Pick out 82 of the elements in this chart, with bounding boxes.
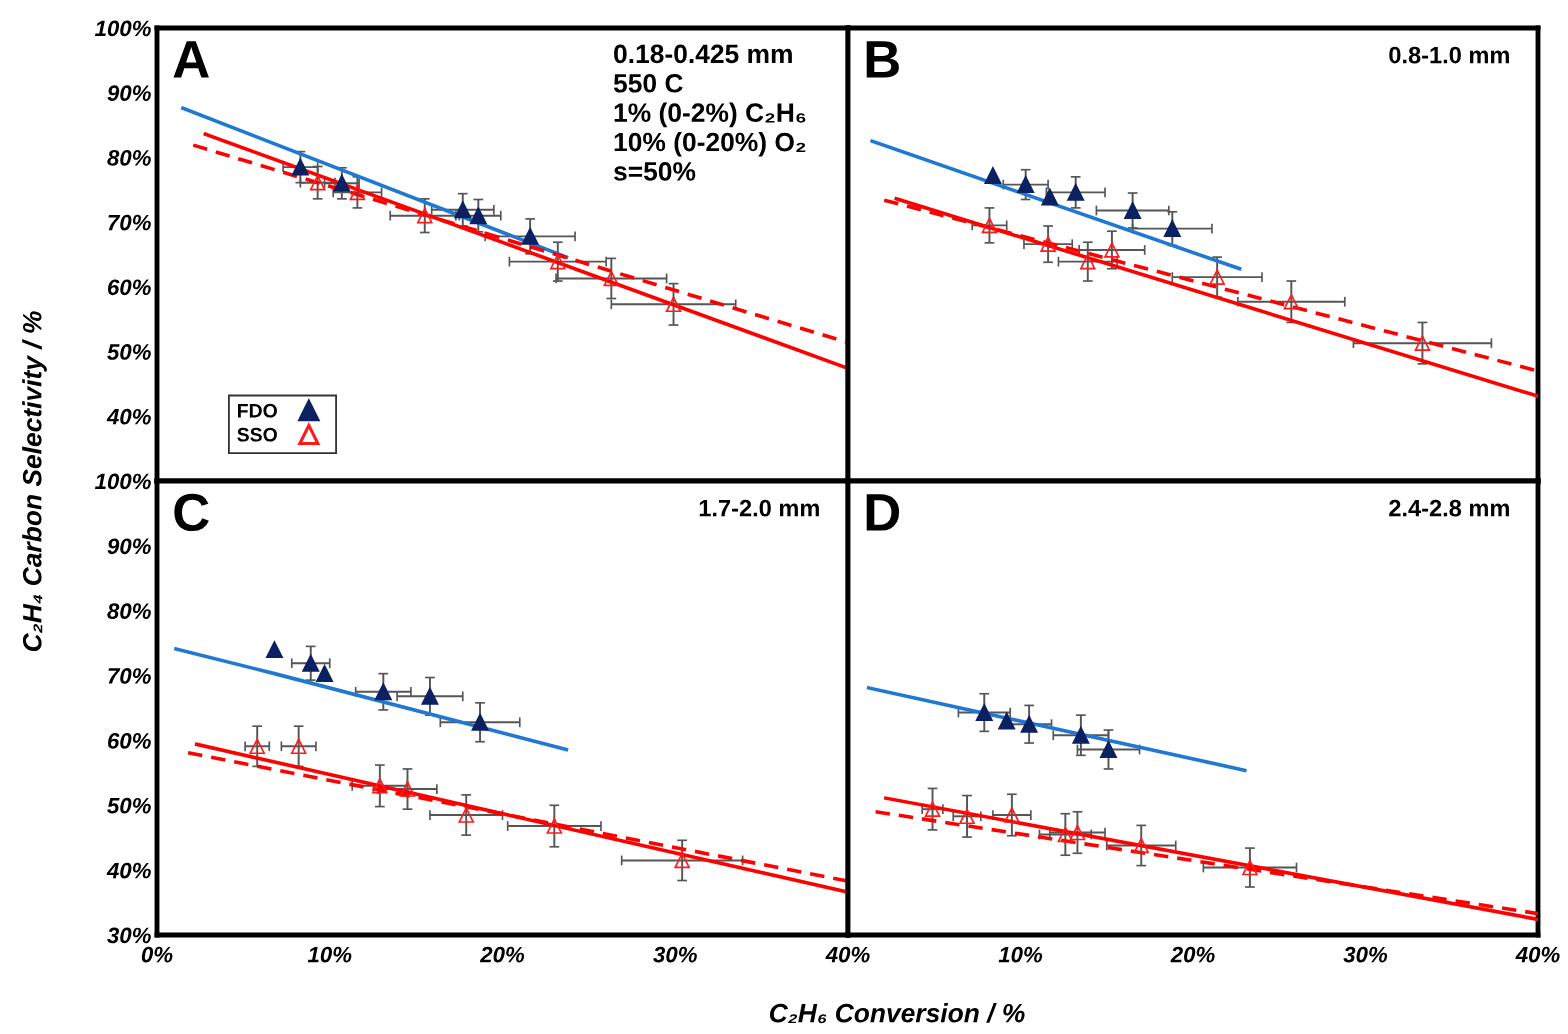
y-axis-title: C₂H₄ Carbon Selectivity / % — [22, 311, 47, 652]
x-tick-label: 30% — [653, 946, 697, 963]
annotation: 2.4-2.8 mm — [1389, 499, 1509, 517]
annotation: D — [866, 494, 900, 531]
point — [998, 712, 1016, 730]
point — [1020, 715, 1038, 733]
point — [374, 683, 392, 701]
x-tick-label: 20% — [479, 946, 525, 963]
point — [1163, 220, 1181, 238]
point — [372, 778, 388, 794]
point — [421, 687, 439, 705]
point — [302, 654, 320, 672]
point — [469, 207, 487, 225]
point — [550, 253, 566, 270]
point — [665, 296, 682, 313]
y-tick-label: 70% — [108, 214, 151, 231]
x-tick-label: 30% — [1343, 946, 1388, 963]
point — [416, 207, 433, 224]
point — [1104, 242, 1120, 258]
point — [399, 781, 416, 797]
point — [1072, 726, 1090, 744]
point — [1133, 837, 1150, 854]
point — [309, 174, 326, 191]
point — [1100, 741, 1117, 758]
point — [1069, 824, 1086, 841]
point — [1283, 293, 1300, 310]
x-tick-label: 10% — [998, 946, 1043, 963]
point — [471, 713, 489, 731]
y-tick-label: 80% — [107, 149, 151, 166]
point — [1057, 826, 1074, 843]
point — [349, 184, 366, 201]
x-tick-label: 20% — [1170, 946, 1215, 963]
point — [265, 641, 283, 659]
point — [1209, 269, 1225, 285]
point — [546, 818, 563, 834]
point — [521, 227, 539, 245]
y-tick-label: 30% — [107, 927, 151, 944]
point — [458, 807, 475, 823]
y-tick-label: 50% — [107, 344, 151, 360]
point — [984, 167, 1002, 185]
legend-label: SSO — [237, 427, 277, 442]
x-axis-title: C₂H₆ Conversion / % — [769, 1003, 1025, 1024]
point — [1079, 253, 1096, 270]
y-tick-label: 90% — [107, 538, 151, 555]
y-tick-label: 60% — [108, 279, 151, 296]
x-tick-label: 0% — [141, 946, 173, 963]
annotation: B — [866, 41, 899, 78]
y-tick-label: 100% — [94, 20, 151, 37]
annotation: A — [173, 41, 209, 78]
y-tick-label: 90% — [107, 85, 151, 101]
point — [290, 738, 307, 755]
point — [1017, 176, 1035, 194]
annotation: 1.7-2.0 mm — [699, 499, 819, 517]
y-tick-label: 50% — [107, 797, 151, 814]
point — [316, 665, 334, 683]
x-tick-label: 40% — [825, 946, 870, 963]
y-tick-label: 40% — [106, 408, 151, 425]
point — [1004, 807, 1020, 823]
point — [959, 808, 975, 825]
annotation: 0.18-0.425 mm 550 C 1% (0-2%) C₂H₆ 10% (0-20%) O₂ s=50% — [613, 44, 806, 181]
annotation: C — [174, 493, 209, 532]
y-tick-label: 60% — [108, 732, 151, 749]
x-tick-label: 40% — [1515, 946, 1560, 963]
point — [291, 158, 309, 176]
point — [1067, 183, 1085, 201]
point — [1242, 859, 1258, 876]
point — [1040, 236, 1056, 252]
point — [454, 201, 472, 219]
point — [981, 217, 998, 234]
point — [603, 270, 620, 287]
y-tick-label: 100% — [94, 473, 151, 490]
point — [674, 852, 690, 869]
point — [1124, 202, 1142, 219]
y-tick-label: 70% — [108, 668, 151, 684]
point — [975, 704, 993, 722]
point — [1414, 335, 1431, 351]
y-tick-label: 40% — [106, 862, 151, 879]
y-tick-label: 80% — [107, 603, 151, 619]
point — [249, 738, 265, 755]
x-tick-label: 10% — [307, 946, 352, 963]
annotation: 0.8-1.0 mm — [1389, 46, 1509, 64]
legend-label: FDO — [238, 403, 277, 418]
